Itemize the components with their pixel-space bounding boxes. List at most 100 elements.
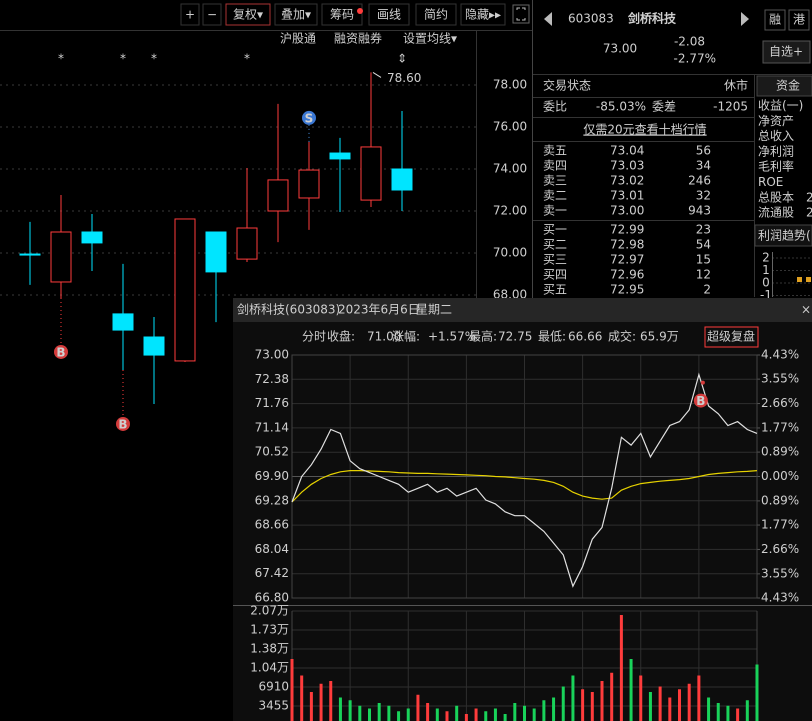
- signal-badge: [54, 344, 68, 359]
- order-level: 买三: [543, 253, 567, 267]
- volume-bar: [610, 672, 614, 721]
- stat-label: 收盘:: [327, 329, 355, 344]
- fund-tab[interactable]: [756, 75, 812, 97]
- volume-bar: [348, 700, 352, 721]
- volume-bar: [503, 714, 507, 721]
- candle-body: [267, 179, 289, 212]
- toolbar-button-label[interactable]: 叠加▾: [281, 8, 311, 22]
- order-price: 73.04: [610, 144, 644, 158]
- volume-bar: [697, 675, 701, 721]
- trend-tab[interactable]: [754, 224, 812, 247]
- y-tick-label: 71.76: [255, 396, 289, 410]
- toolbar-button[interactable]: [368, 3, 410, 26]
- toolbar-button-label[interactable]: 简约: [424, 7, 448, 22]
- toolbar-button-label[interactable]: −: [207, 8, 217, 22]
- volume-bar: [455, 705, 459, 721]
- price-line: [291, 372, 758, 588]
- volume-bar: [368, 708, 371, 721]
- popup-close[interactable]: ×: [801, 303, 811, 317]
- promo-link[interactable]: 仅需20元查看十档行情: [583, 123, 706, 137]
- stat-value: 65.9万: [640, 330, 679, 344]
- signal-label: S: [305, 111, 314, 125]
- y2-tick-label: 4.43%: [761, 591, 799, 605]
- y-tick-label: 67.42: [255, 566, 289, 580]
- toolbar-button-label[interactable]: +: [185, 8, 195, 22]
- badge-dot: [357, 8, 363, 14]
- stock-code: 603083: [568, 12, 614, 26]
- tag-label[interactable]: 融: [769, 13, 781, 27]
- y2-tick-label: 0.00%: [761, 469, 799, 483]
- y-tick-label: 73.00: [255, 348, 289, 362]
- y2-tick-label: 3.55%: [761, 566, 799, 580]
- y2-tick-label: 1.77%: [761, 420, 799, 434]
- y-tick-label: 72.00: [493, 204, 527, 218]
- stock-name: 剑桥科技: [627, 11, 677, 26]
- toolbar-link[interactable]: 设置均线▾: [403, 32, 457, 46]
- volume-bar: [668, 697, 672, 721]
- trend-axis-label: -1: [760, 288, 772, 302]
- popup-date: 2023年6月6日: [338, 303, 420, 317]
- order-price: 73.02: [610, 174, 644, 188]
- annotation-arrow: [372, 71, 382, 78]
- stat-label: 涨幅:: [392, 329, 420, 344]
- stat-label: 成交:: [608, 329, 636, 344]
- tag-label[interactable]: 港: [793, 13, 805, 27]
- volume-bar: [619, 615, 623, 721]
- signal-label: B: [56, 345, 65, 359]
- plot-frame: [291, 354, 758, 599]
- toolbar-link[interactable]: 沪股通: [280, 32, 316, 46]
- toolbar-button-label[interactable]: 隐藏▸▸: [465, 8, 501, 22]
- watch-label[interactable]: 自选+: [769, 45, 803, 59]
- toolbar-button-label[interactable]: 画线: [377, 8, 401, 22]
- toolbar-button[interactable]: [202, 3, 222, 26]
- y-tick-label: 78.00: [493, 78, 527, 92]
- toolbar-button[interactable]: [321, 3, 363, 26]
- volume-bar: [445, 711, 449, 721]
- order-volume: 56: [696, 144, 711, 158]
- volume-bar: [426, 703, 430, 721]
- y-tick-label: 6910: [258, 680, 289, 694]
- fullscreen-button[interactable]: [512, 4, 530, 24]
- order-level: 卖一: [543, 204, 567, 218]
- toolbar-button[interactable]: [274, 3, 318, 26]
- stat-value: 72.75: [498, 330, 532, 344]
- replay-button[interactable]: [704, 326, 759, 348]
- signal-badge: [116, 416, 130, 431]
- volume-bar: [726, 705, 730, 721]
- y-tick-label: 2.07万: [250, 604, 289, 618]
- star-mark: *: [58, 52, 64, 66]
- trend-title[interactable]: 利润趋势(: [758, 229, 811, 243]
- toolbar-button[interactable]: [415, 3, 457, 26]
- y2-tick-label: 2.66%: [761, 396, 799, 410]
- toolbar-button[interactable]: [225, 3, 271, 26]
- toolbar-button-label[interactable]: 复权▾: [233, 8, 263, 22]
- trend-bar: [806, 277, 811, 282]
- volume-bar: [707, 697, 711, 721]
- toolbar-link[interactable]: 融资融券: [334, 31, 382, 46]
- volume-bar: [300, 675, 304, 721]
- order-level: 买一: [543, 223, 567, 237]
- replay-label[interactable]: 超级复盘: [707, 329, 755, 344]
- y-tick-label: 1.73万: [250, 623, 289, 637]
- candle-body: [298, 169, 320, 199]
- tag-box[interactable]: [788, 9, 810, 31]
- volume-bar: [552, 697, 556, 721]
- candle-body: [236, 227, 258, 260]
- tag-box[interactable]: [764, 9, 786, 31]
- candle-body: [143, 336, 165, 356]
- toolbar-button-label[interactable]: 筹码: [330, 8, 354, 22]
- fund-label: 净资产: [758, 114, 794, 128]
- toolbar-button[interactable]: [460, 3, 506, 26]
- volume-bar: [377, 703, 381, 721]
- next-arrow[interactable]: [741, 12, 749, 26]
- prev-arrow[interactable]: [544, 12, 552, 26]
- diff-label: 委差: [652, 100, 676, 114]
- popup-tab[interactable]: 分时: [302, 330, 326, 344]
- order-level: 买五: [543, 283, 567, 297]
- watch-button[interactable]: [762, 40, 811, 64]
- toolbar-button[interactable]: [180, 3, 200, 26]
- y2-tick-label: 4.43%: [761, 348, 799, 362]
- volume-bar: [571, 675, 575, 721]
- fund-title[interactable]: 资金: [776, 78, 800, 93]
